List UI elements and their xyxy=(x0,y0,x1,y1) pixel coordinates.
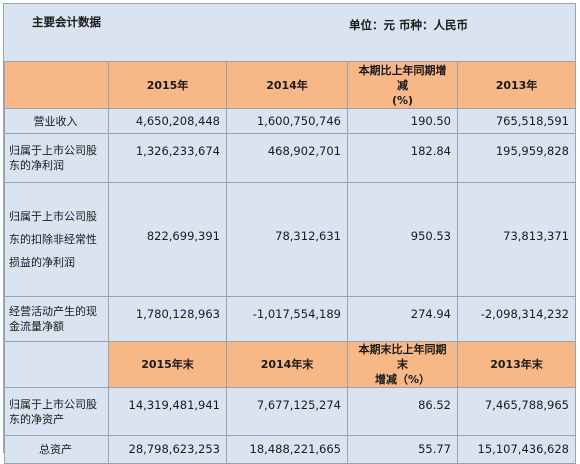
row-label-net-profit: 归属于上市公司股 东的净利润 xyxy=(4,133,109,183)
col-header-change-line1: 本期比上年同期增减 xyxy=(358,63,447,92)
col-header-2013-end: 2013年末 xyxy=(457,341,576,388)
row-label-line: 归属于上市公司股 xyxy=(9,397,97,411)
cell-value: 1,326,233,674 xyxy=(108,133,227,183)
cell-value: -2,098,314,232 xyxy=(457,296,576,342)
row-label-adjusted-net-profit: 归属于上市公司股 东的扣除非经常性 损益的净利润 xyxy=(4,182,109,297)
cell-change: 182.84 xyxy=(347,133,458,183)
col-header-2014-end: 2014年末 xyxy=(226,341,348,388)
cell-change: 55.77 xyxy=(347,435,458,464)
header-corner-cell xyxy=(4,61,109,109)
panel-header: 主要会计数据 单位：元 币种：人民币 xyxy=(4,4,575,61)
row-label-line: 东的净利润 xyxy=(9,159,64,172)
row-label-line: 东的扣除非经常性 xyxy=(9,233,97,246)
col-header-2015: 2015年 xyxy=(108,61,227,109)
cell-value: -1,017,554,189 xyxy=(226,296,348,342)
col-header-2015-end: 2015年末 xyxy=(108,341,227,388)
header-corner-cell xyxy=(4,341,109,388)
cell-value: 765,518,591 xyxy=(457,108,576,134)
cell-value: 78,312,631 xyxy=(226,182,348,297)
table-row: 归属于上市公司股 东的净利润 1,326,233,674 468,902,701… xyxy=(4,133,576,183)
row-label-operating-cashflow: 经营活动产生的现 金流量净额 xyxy=(4,296,109,342)
col-header-change-line2: (%) xyxy=(391,93,414,107)
col-header-change-line1: 本期末比上年同期末 xyxy=(358,343,447,371)
table-row: 经营活动产生的现 金流量净额 1,780,128,963 -1,017,554,… xyxy=(4,296,576,342)
table-row: 营业收入 4,650,208,448 1,600,750,746 190.50 … xyxy=(4,108,576,134)
row-label-line: 东的净资产 xyxy=(9,412,64,426)
cell-change: 274.94 xyxy=(347,296,458,342)
row-label-line: 归属于上市公司股 xyxy=(9,144,97,157)
cell-change: 950.53 xyxy=(347,182,458,297)
col-header-2013: 2013年 xyxy=(457,61,576,109)
cell-value: 73,813,371 xyxy=(457,182,576,297)
col-header-change-line2: 增减（%） xyxy=(374,373,431,386)
col-header-change-end: 本期末比上年同期末 增减（%） xyxy=(347,341,458,388)
cell-value: 1,780,128,963 xyxy=(108,296,227,342)
cell-change: 86.52 xyxy=(347,387,458,436)
cell-value: 15,107,436,628 xyxy=(457,435,576,464)
cell-value: 468,902,701 xyxy=(226,133,348,183)
table-row: 归属于上市公司股 东的净资产 14,319,481,941 7,677,125,… xyxy=(4,387,576,436)
cell-change: 190.50 xyxy=(347,108,458,134)
row-label-line: 经营活动产生的现 xyxy=(9,305,97,318)
table-header-row: 2015年 2014年 本期比上年同期增减 (%) 2013年 xyxy=(4,61,576,109)
cell-value: 7,677,125,274 xyxy=(226,387,348,436)
row-label-line: 归属于上市公司股 xyxy=(9,210,97,223)
cell-value: 1,600,750,746 xyxy=(226,108,348,134)
accounting-data-table: 2015年 2014年 本期比上年同期增减 (%) 2013年 营业收入 4,6… xyxy=(4,61,576,464)
row-label-line: 损益的净利润 xyxy=(9,256,75,269)
row-label-revenue: 营业收入 xyxy=(4,108,109,134)
cell-value: 822,699,391 xyxy=(108,182,227,297)
row-label-net-assets: 归属于上市公司股 东的净资产 xyxy=(4,387,109,436)
col-header-2014: 2014年 xyxy=(226,61,348,109)
table-header-row: 2015年末 2014年末 本期末比上年同期末 增减（%） 2013年末 xyxy=(4,341,576,388)
row-label-line: 金流量净额 xyxy=(9,320,64,333)
cell-value: 28,798,623,253 xyxy=(108,435,227,464)
row-label-total-assets: 总资产 xyxy=(4,435,109,464)
cell-value: 14,319,481,941 xyxy=(108,387,227,436)
financial-data-panel: 主要会计数据 单位：元 币种：人民币 2015年 2014年 本期比上年同期增减… xyxy=(3,3,576,464)
cell-value: 4,650,208,448 xyxy=(108,108,227,134)
table-row: 归属于上市公司股 东的扣除非经常性 损益的净利润 822,699,391 78,… xyxy=(4,182,576,297)
panel-title: 主要会计数据 xyxy=(32,15,101,29)
table-row: 总资产 28,798,623,253 18,488,221,665 55.77 … xyxy=(4,435,576,464)
cell-value: 195,959,828 xyxy=(457,133,576,183)
col-header-change: 本期比上年同期增减 (%) xyxy=(347,61,458,109)
cell-value: 18,488,221,665 xyxy=(226,435,348,464)
unit-currency-note: 单位：元 币种：人民币 xyxy=(349,18,469,32)
cell-value: 7,465,788,965 xyxy=(457,387,576,436)
